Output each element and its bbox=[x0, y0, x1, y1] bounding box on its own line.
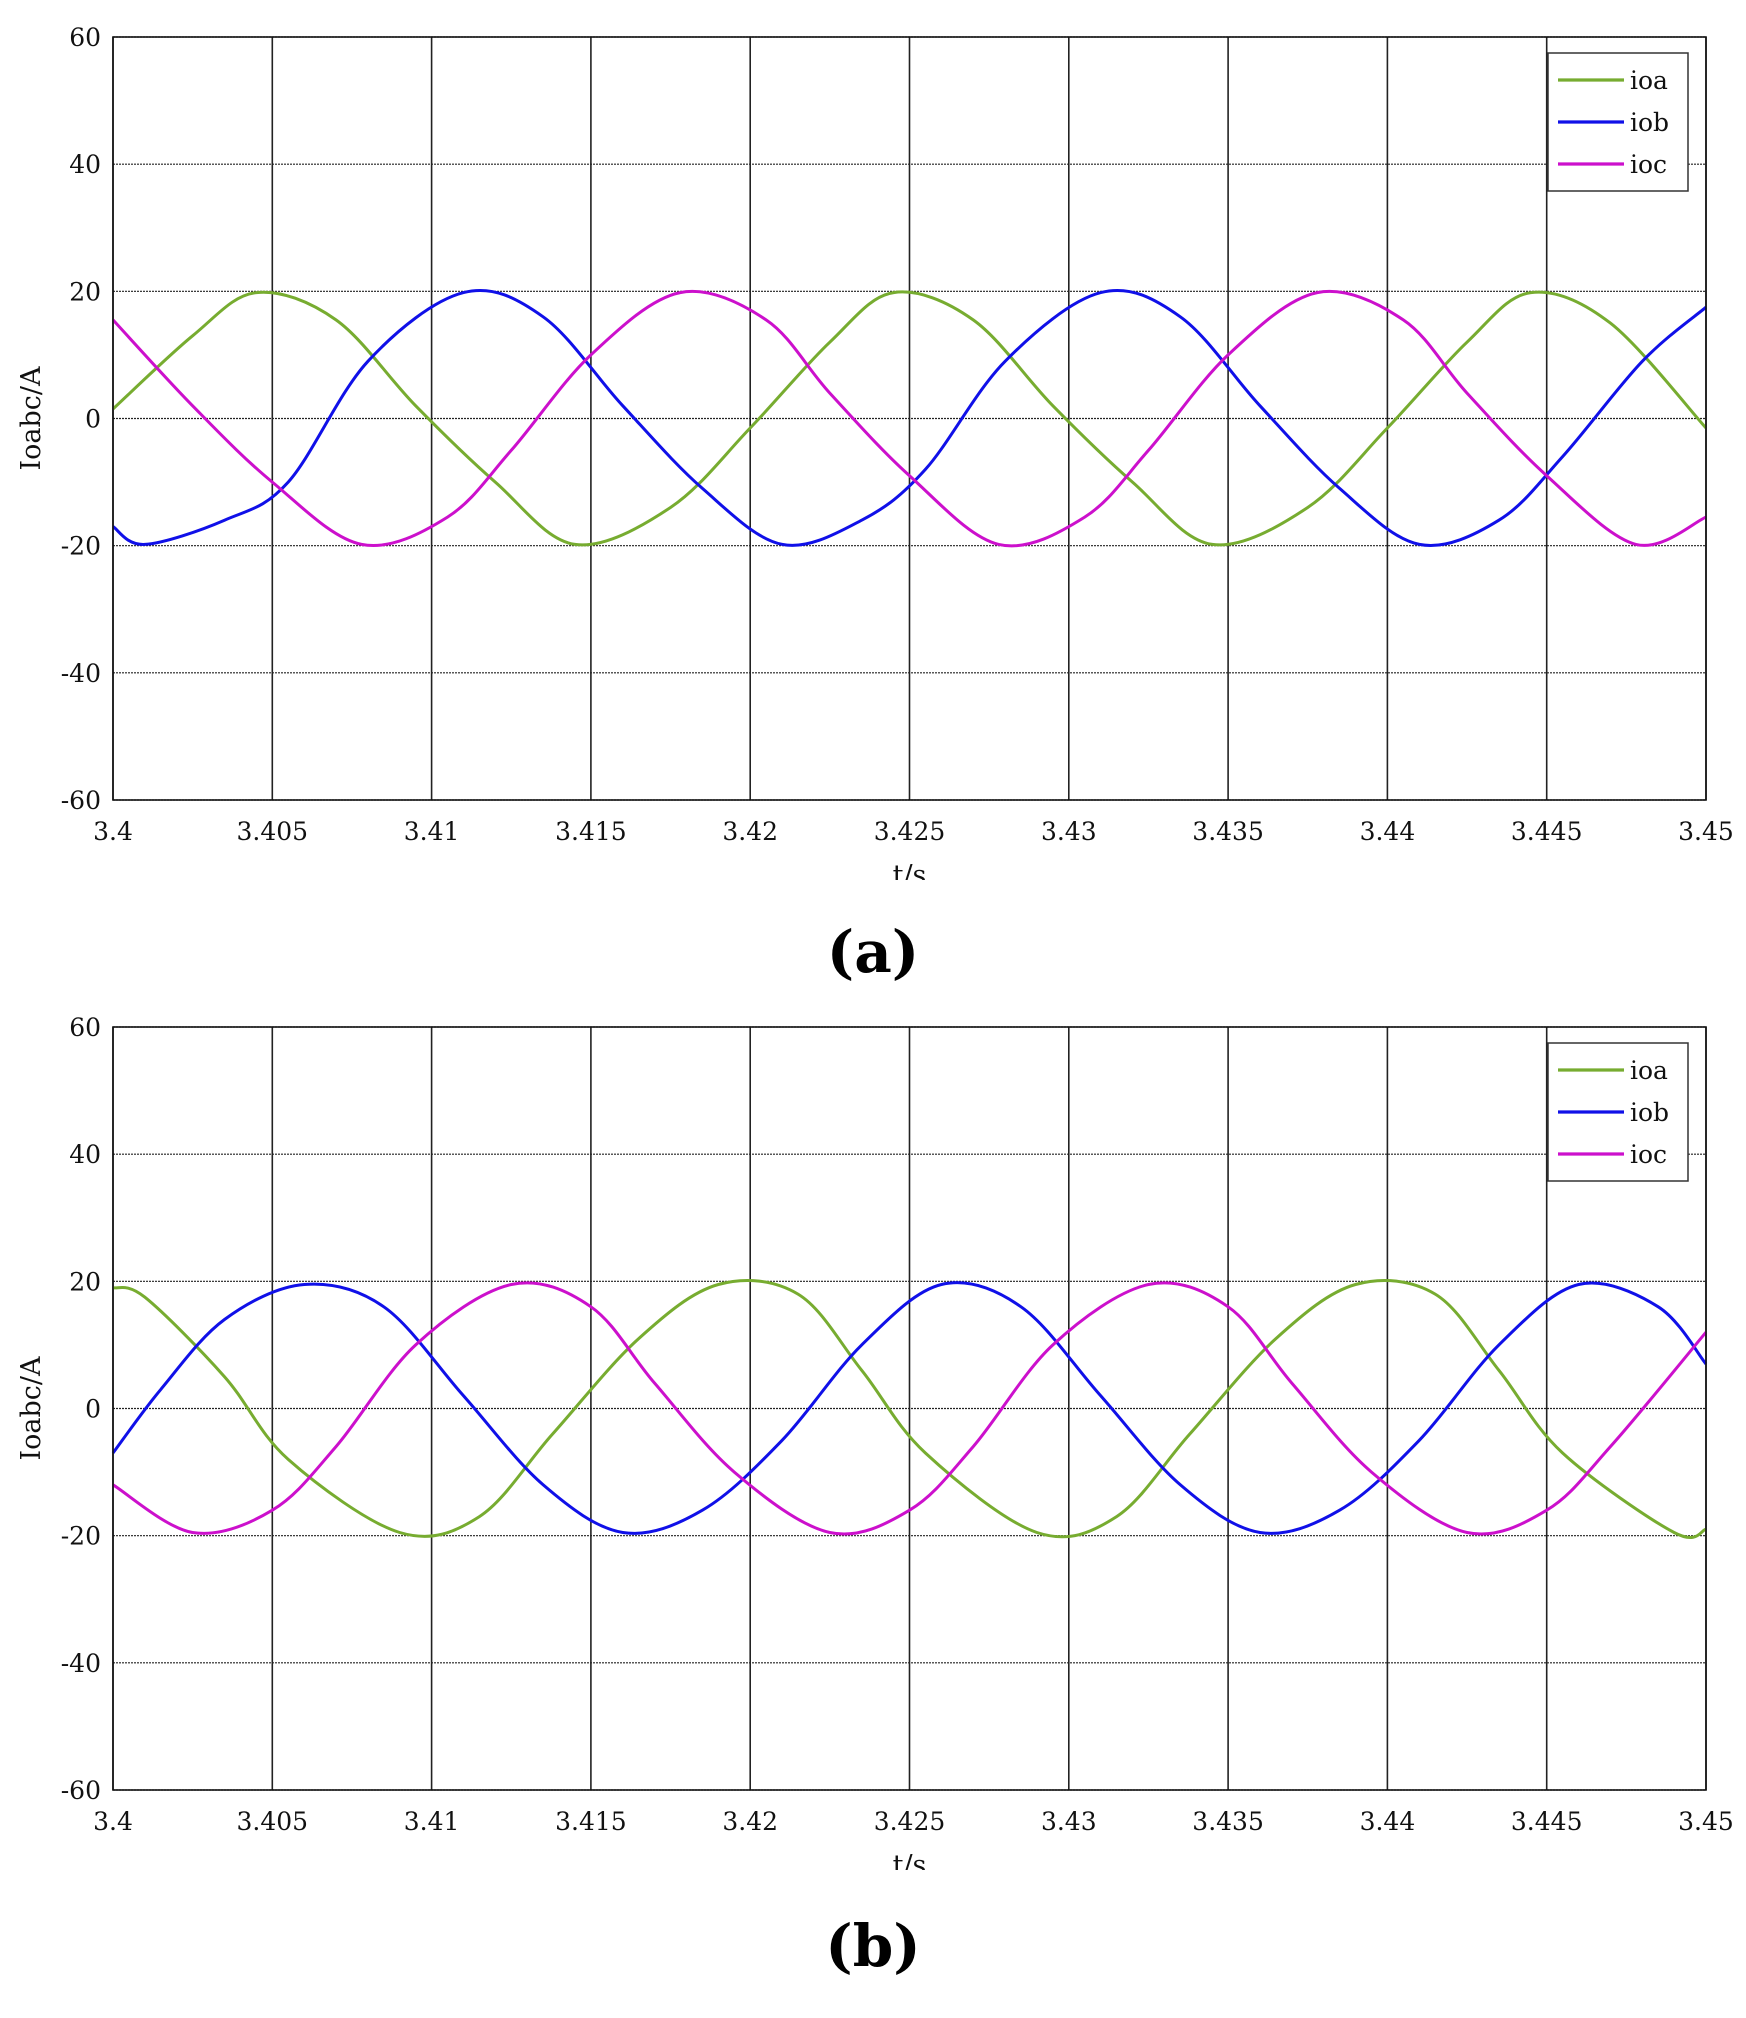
legend-label-ioc: ioc bbox=[1630, 150, 1667, 179]
y-tick-label: 20 bbox=[69, 1267, 101, 1296]
x-axis-label: t/s bbox=[893, 1850, 927, 1870]
series-line-ioa bbox=[112, 1279, 1707, 1539]
plot-frame bbox=[112, 36, 1707, 801]
x-tick-label: 3.43 bbox=[1041, 817, 1097, 846]
x-tick-label: 3.41 bbox=[404, 1807, 460, 1836]
y-tick-label: 40 bbox=[69, 1140, 101, 1169]
y-tick-label: -60 bbox=[61, 786, 101, 815]
y-tick-label: -40 bbox=[61, 1649, 101, 1678]
x-tick-label: 3.405 bbox=[237, 817, 309, 846]
x-tick-label: 3.4 bbox=[93, 1807, 133, 1836]
y-axis-label: Ioabc/A bbox=[16, 366, 47, 471]
y-tick-label: 60 bbox=[69, 1013, 101, 1042]
y-tick-label: -20 bbox=[61, 532, 101, 561]
chart-panel-b: 3.4 3.405 3.41 3.415 3.42 3.425 3.43 3.435 3.44 3… bbox=[16, 1013, 1734, 1870]
x-tick-label: 3.405 bbox=[237, 1807, 309, 1836]
y-tick-label: -60 bbox=[61, 1776, 101, 1805]
x-tick-label: 3.45 bbox=[1678, 1807, 1734, 1836]
x-tick-label: 3.42 bbox=[722, 817, 778, 846]
series-line-iob bbox=[111, 1281, 1708, 1535]
x-tick-label: 3.435 bbox=[1192, 817, 1264, 846]
legend-label-ioa: ioa bbox=[1630, 66, 1668, 95]
y-tick-label: 40 bbox=[69, 150, 101, 179]
series-line-ioc bbox=[111, 290, 1707, 548]
legend-label-iob: iob bbox=[1630, 1098, 1669, 1127]
y-tick-label: 0 bbox=[85, 1395, 101, 1424]
x-tick-label: 3.435 bbox=[1192, 1807, 1264, 1836]
plot-frame bbox=[112, 1026, 1707, 1791]
y-tick-label: 20 bbox=[69, 277, 101, 306]
x-tick-label: 3.41 bbox=[404, 817, 460, 846]
x-tick-label: 3.42 bbox=[722, 1807, 778, 1836]
x-tick-label: 3.45 bbox=[1678, 817, 1734, 846]
legend-label-ioc: ioc bbox=[1630, 1140, 1667, 1169]
x-tick-label: 3.43 bbox=[1041, 1807, 1097, 1836]
legend-label-ioa: ioa bbox=[1630, 1056, 1668, 1085]
series-line-iob bbox=[112, 288, 1707, 547]
x-tick-label: 3.445 bbox=[1511, 817, 1583, 846]
chart-panel-a: 3.4 3.405 3.41 3.415 3.42 3.425 3.43 3.435 3.44 3… bbox=[16, 23, 1734, 880]
legend-label-iob: iob bbox=[1630, 108, 1669, 137]
x-tick-label: 3.4 bbox=[93, 817, 133, 846]
x-tick-label: 3.445 bbox=[1511, 1807, 1583, 1836]
panel-label-b: (b) bbox=[825, 1912, 921, 1980]
series-line-ioa bbox=[111, 290, 1708, 547]
x-tick-label: 3.425 bbox=[874, 1807, 946, 1836]
x-axis-label: t/s bbox=[893, 860, 927, 880]
x-tick-label: 3.415 bbox=[555, 1807, 627, 1836]
x-tick-label: 3.44 bbox=[1360, 817, 1416, 846]
panel-label-a: (a) bbox=[826, 918, 920, 986]
y-tick-label: 0 bbox=[85, 405, 101, 434]
y-tick-label: -40 bbox=[61, 659, 101, 688]
x-tick-label: 3.425 bbox=[874, 817, 946, 846]
x-tick-label: 3.415 bbox=[555, 817, 627, 846]
x-tick-label: 3.44 bbox=[1360, 1807, 1416, 1836]
y-tick-label: 60 bbox=[69, 23, 101, 52]
y-tick-label: -20 bbox=[61, 1522, 101, 1551]
series-line-ioc bbox=[112, 1281, 1708, 1536]
y-axis-label: Ioabc/A bbox=[16, 1356, 47, 1461]
